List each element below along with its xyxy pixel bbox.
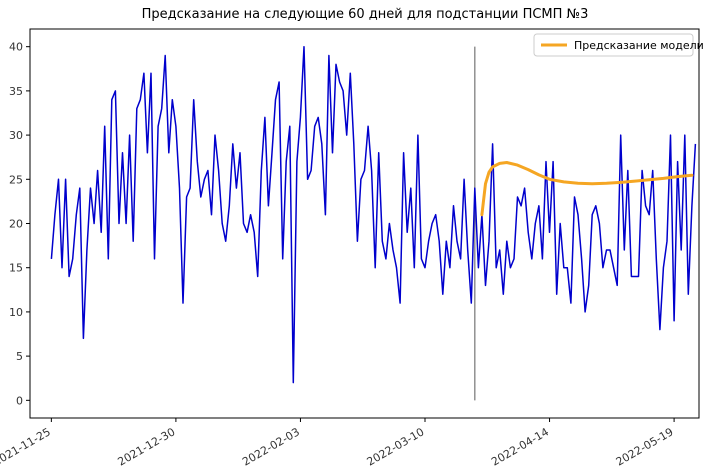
chart-title: Предсказание на следующие 60 дней для по…	[142, 7, 589, 22]
y-tick-label: 5	[16, 350, 23, 363]
series-line-actual	[50, 45, 697, 384]
plot-frame	[29, 28, 700, 419]
series-line-prediction	[480, 161, 694, 217]
y-tick-label: 15	[9, 262, 23, 275]
legend-box	[533, 33, 694, 57]
y-tick-label: 25	[9, 173, 23, 186]
y-tick-label: 35	[9, 85, 23, 98]
y-tick-label: 0	[16, 394, 23, 407]
y-tick-label: 20	[9, 218, 23, 231]
legend-label: Предсказание модели	[574, 39, 704, 52]
y-tick-label: 40	[9, 41, 23, 54]
y-tick-label: 10	[9, 306, 23, 319]
y-tick-label: 30	[9, 129, 23, 142]
